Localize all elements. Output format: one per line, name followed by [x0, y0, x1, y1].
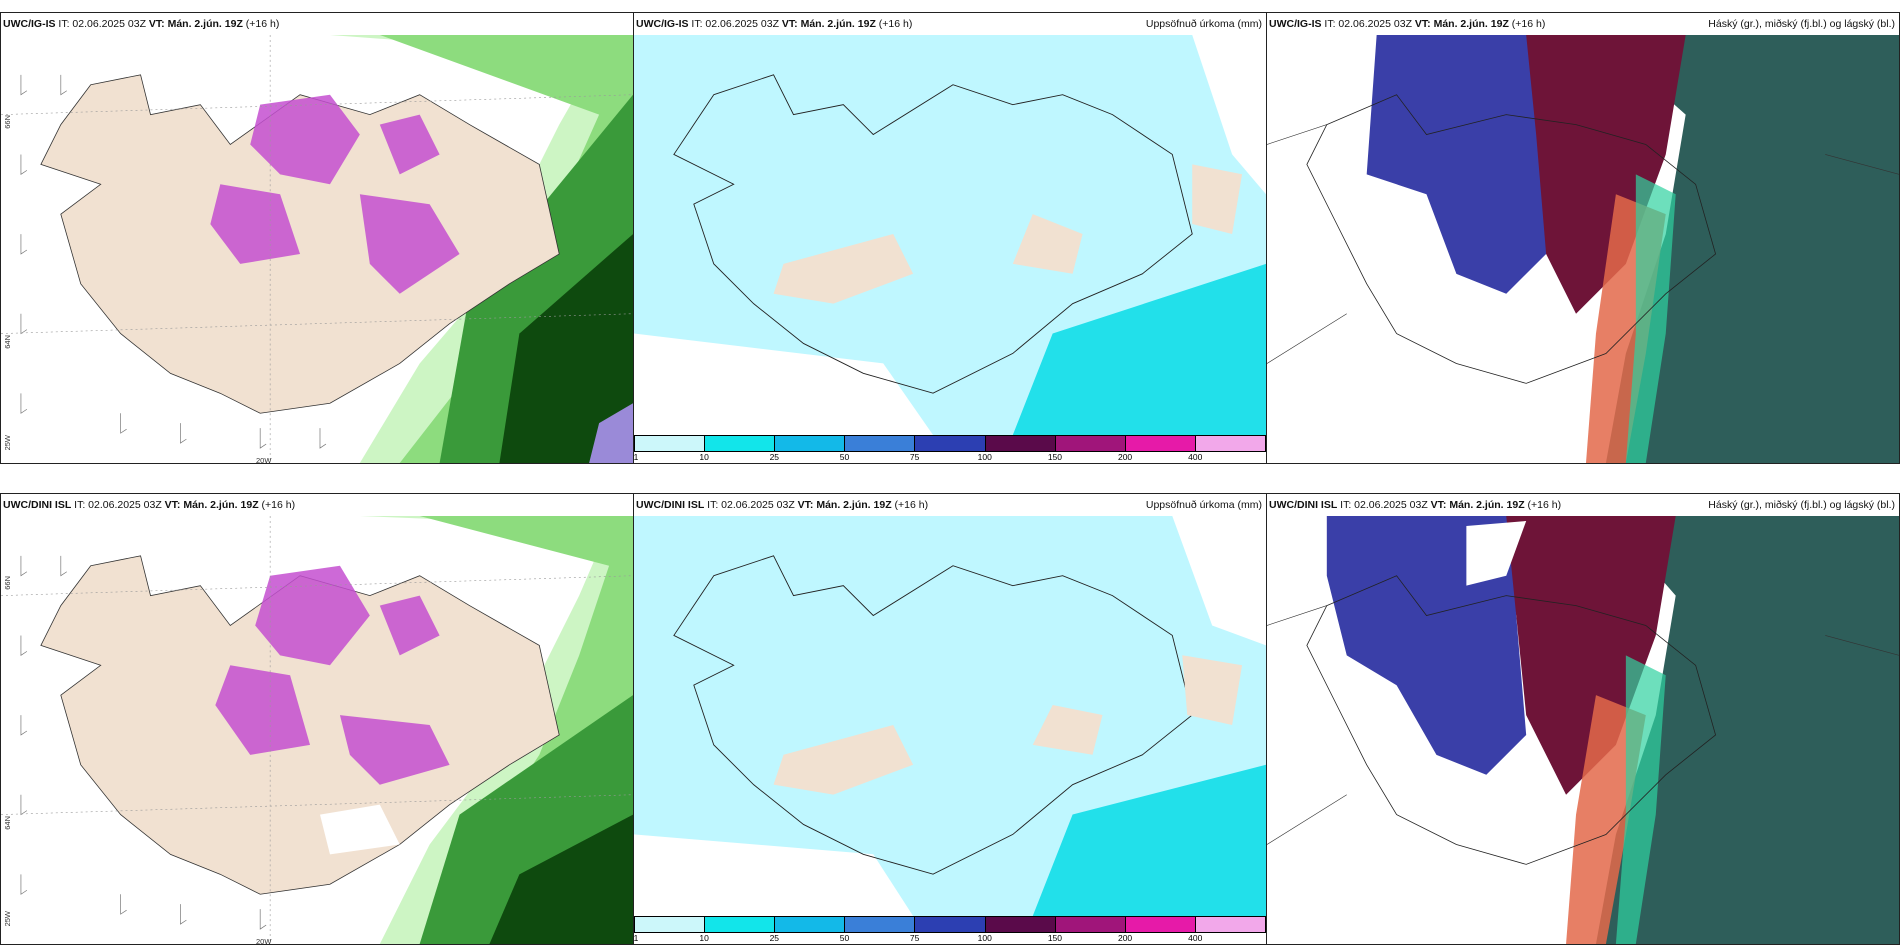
legend-tick: 10 [699, 933, 709, 943]
precip-legend: 1 10 25 50 75 100 150 200 400 [634, 435, 1266, 463]
panel-title: UWC/IG-IS IT: 02.06.2025 03Z VT: Mán. 2.… [1269, 18, 1546, 30]
panel-cloud-cover-row2: UWC/DINI ISL IT: 02.06.2025 03Z VT: Mán.… [1266, 493, 1900, 945]
panel-cloud-cover-row1: UWC/IG-IS IT: 02.06.2025 03Z VT: Mán. 2.… [1266, 12, 1900, 464]
panel-title: UWC/DINI ISL IT: 02.06.2025 03Z VT: Mán.… [3, 499, 296, 511]
legend-tick: 200 [1117, 933, 1133, 943]
legend-tick: 200 [1117, 452, 1133, 462]
accumulated-precip-map[interactable] [634, 35, 1266, 435]
legend-colorbar [634, 435, 1266, 452]
panel-subtitle: Uppsöfnuð úrkoma (mm) [1145, 499, 1262, 511]
legend-tick: 150 [1047, 452, 1062, 462]
panel-subtitle: Uppsöfnuð úrkoma (mm) [1145, 18, 1262, 30]
legend-tick: 75 [909, 933, 920, 943]
panel-title: UWC/IG-IS IT: 02.06.2025 03Z VT: Mán. 2.… [3, 18, 280, 30]
panel-subtitle: Háský (gr.), miðský (fj.bl.) og lágský (… [1708, 18, 1895, 30]
legend-tick: 50 [839, 933, 850, 943]
lat-label: 66N [3, 115, 12, 129]
lon-label: 20W [256, 456, 272, 464]
legend-tick: 150 [1047, 933, 1062, 943]
legend-tick: 50 [839, 452, 850, 462]
panel-subtitle: Háský (gr.), miðský (fj.bl.) og lágský (… [1708, 499, 1895, 511]
lon-label: 25W [3, 435, 12, 451]
legend-tick: 400 [1188, 452, 1203, 462]
panel-accumulated-precip-row1: UWC/IG-IS IT: 02.06.2025 03Z VT: Mán. 2.… [633, 12, 1267, 464]
panel-accumulated-precip-row2: UWC/DINI ISL IT: 02.06.2025 03Z VT: Mán.… [633, 493, 1267, 945]
cloud-cover-map[interactable] [1267, 516, 1899, 944]
legend-tick: 25 [769, 452, 780, 462]
legend-tick: 1 [633, 933, 639, 943]
legend-tick: 25 [769, 933, 780, 943]
precip-legend: 1 10 25 50 75 100 150 200 400 [634, 916, 1266, 944]
cloud-cover-map[interactable] [1267, 35, 1899, 463]
accumulated-precip-map[interactable] [634, 516, 1266, 916]
legend-tick: 400 [1188, 933, 1203, 943]
legend-tick: 1 [633, 452, 639, 462]
panel-precip-type-row1: UWC/IG-IS IT: 02.06.2025 03Z VT: Mán. 2.… [0, 12, 634, 464]
lat-label: 64N [3, 335, 12, 349]
lat-label: 64N [3, 816, 12, 830]
legend-tick: 75 [909, 452, 920, 462]
lon-label: 20W [256, 937, 272, 945]
panel-title: UWC/DINI ISL IT: 02.06.2025 03Z VT: Mán.… [1269, 499, 1562, 511]
lat-label: 66N [3, 576, 12, 590]
precip-type-map[interactable]: 66N 64N 25W 20W [1, 35, 633, 463]
panel-title: UWC/DINI ISL IT: 02.06.2025 03Z VT: Mán.… [636, 499, 929, 511]
precip-type-map[interactable]: 66N 64N 25W 20W [1, 516, 633, 944]
legend-tick: 100 [977, 933, 992, 943]
panel-precip-type-row2: UWC/DINI ISL IT: 02.06.2025 03Z VT: Mán.… [0, 493, 634, 945]
legend-tick: 100 [977, 452, 992, 462]
panel-title: UWC/IG-IS IT: 02.06.2025 03Z VT: Mán. 2.… [636, 18, 913, 30]
legend-tick: 10 [699, 452, 709, 462]
lon-label: 25W [3, 911, 12, 927]
legend-colorbar [634, 916, 1266, 933]
